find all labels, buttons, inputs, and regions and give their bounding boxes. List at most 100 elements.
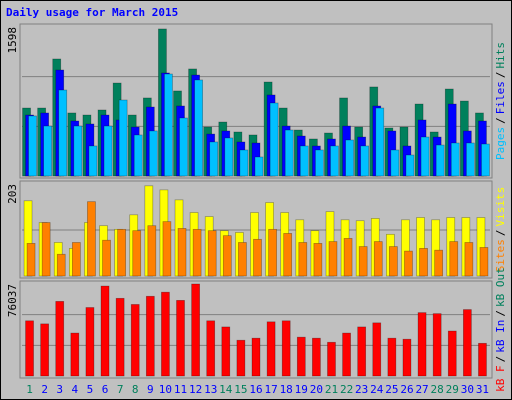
bar [312,337,321,377]
bar [87,201,96,277]
bar [375,107,385,177]
bar [133,134,143,177]
legend-separator: / [494,356,507,363]
bar [88,145,98,177]
bar [117,228,126,277]
bar [130,304,140,377]
bar [358,246,368,277]
x-tick-label: 29 [446,383,459,396]
legend-entry: Hits [494,42,507,69]
y-tick-label: 1598 [6,27,19,54]
x-tick-label: 26 [400,383,413,396]
bar [253,238,262,277]
bar [315,149,324,177]
bar [26,243,36,277]
bar [390,149,400,177]
bar [179,117,188,177]
x-tick-label: 27 [415,383,428,396]
legend: Sites / Visits [494,187,507,273]
bar [266,321,276,377]
bar [70,332,80,377]
bar [330,145,339,177]
bar [28,115,37,177]
bar [432,313,442,377]
bar [206,320,216,377]
bar [176,300,185,377]
bar [327,341,336,377]
bar [43,125,52,177]
chart-title: Daily usage for March 2015 [6,6,178,19]
x-tick-label: 3 [56,383,63,396]
x-tick-label: 8 [132,383,139,396]
bar [449,241,459,277]
bar [162,221,172,277]
bar [466,142,475,177]
x-tick-label: 9 [147,383,154,396]
bar [191,283,200,377]
bar [222,235,232,277]
bar [221,326,231,377]
bar [85,307,95,377]
legend-separator: / [494,72,507,79]
x-tick-label: 6 [102,383,109,396]
legend-separator: / [494,117,507,124]
bar [281,320,291,377]
bar [342,332,351,377]
x-tick-label: 5 [87,383,94,396]
bar [357,326,367,377]
legend-entry: kB Out [494,267,507,307]
bar [177,228,187,277]
legend-separator: / [494,310,507,317]
x-tick-label: 10 [159,383,172,396]
bar [417,312,427,377]
bar [192,228,202,277]
bar [161,291,170,377]
bar [463,309,472,377]
bar [194,79,203,177]
bar [372,322,382,377]
bar [345,139,354,177]
x-tick-label: 28 [431,383,444,396]
bar [481,143,490,177]
y-tick-label: 203 [6,184,19,204]
x-tick-label: 11 [174,383,187,396]
bar [132,230,142,277]
bar [419,248,428,277]
bar [207,230,217,277]
x-tick-label: 13 [204,383,217,396]
bar [283,233,293,277]
bar [389,246,398,277]
bar [269,102,279,177]
bar [313,243,323,277]
bar [478,342,487,377]
x-tick-label: 15 [234,383,247,396]
bar [239,149,249,177]
bar [115,297,125,377]
bar [224,137,234,177]
bar [145,295,155,377]
legend-entry: kB F [494,365,507,392]
bar [238,242,247,277]
bar [464,242,474,277]
bar [284,129,294,177]
bar [447,330,457,377]
bar [434,249,444,277]
legend-entry: Sites [494,239,507,272]
bar [40,323,49,377]
bar [118,99,128,177]
x-tick-label: 24 [370,383,384,396]
bar [254,156,264,177]
x-tick-label: 22 [340,383,353,396]
x-tick-label: 25 [385,383,398,396]
bar [102,239,111,277]
bar [236,339,246,377]
bar [41,222,51,277]
bar [56,253,66,277]
bar [25,320,34,377]
x-tick-label: 16 [249,383,262,396]
legend-entry: Pages [494,127,507,160]
x-tick-label: 23 [355,383,368,396]
bar [58,89,68,177]
x-tick-label: 31 [476,383,489,396]
